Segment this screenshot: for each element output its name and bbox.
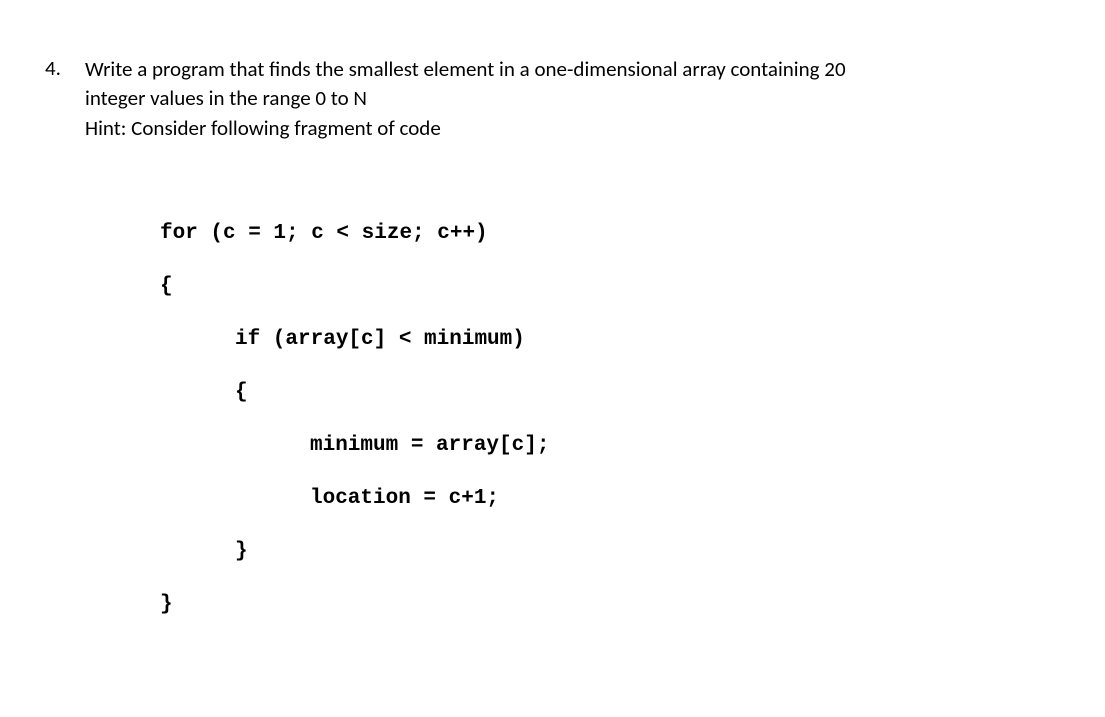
question-line-3: Hint: Consider following fragment of cod… bbox=[85, 114, 1065, 143]
code-line-location: location = c+1; bbox=[160, 488, 1065, 509]
code-line-open-brace-2: { bbox=[160, 382, 1065, 403]
code-line-open-brace-1: { bbox=[160, 276, 1065, 297]
question-block: 4. Write a program that finds the smalle… bbox=[45, 55, 1065, 143]
code-line-close-brace-1: } bbox=[160, 594, 1065, 615]
code-line-for: for (c = 1; c < size; c++) bbox=[160, 223, 1065, 244]
code-line-minimum: minimum = array[c]; bbox=[160, 435, 1065, 456]
code-line-if: if (array[c] < minimum) bbox=[160, 329, 1065, 350]
question-number: 4. bbox=[45, 55, 85, 81]
code-line-close-brace-2: } bbox=[160, 541, 1065, 562]
document-container: 4. Write a program that finds the smalle… bbox=[0, 0, 1105, 687]
code-block: for (c = 1; c < size; c++) { if (array[c… bbox=[160, 223, 1065, 615]
question-line-1: Write a program that finds the smallest … bbox=[85, 55, 1065, 84]
question-text: Write a program that finds the smallest … bbox=[85, 55, 1065, 143]
question-line-2: integer values in the range 0 to N bbox=[85, 84, 1065, 113]
